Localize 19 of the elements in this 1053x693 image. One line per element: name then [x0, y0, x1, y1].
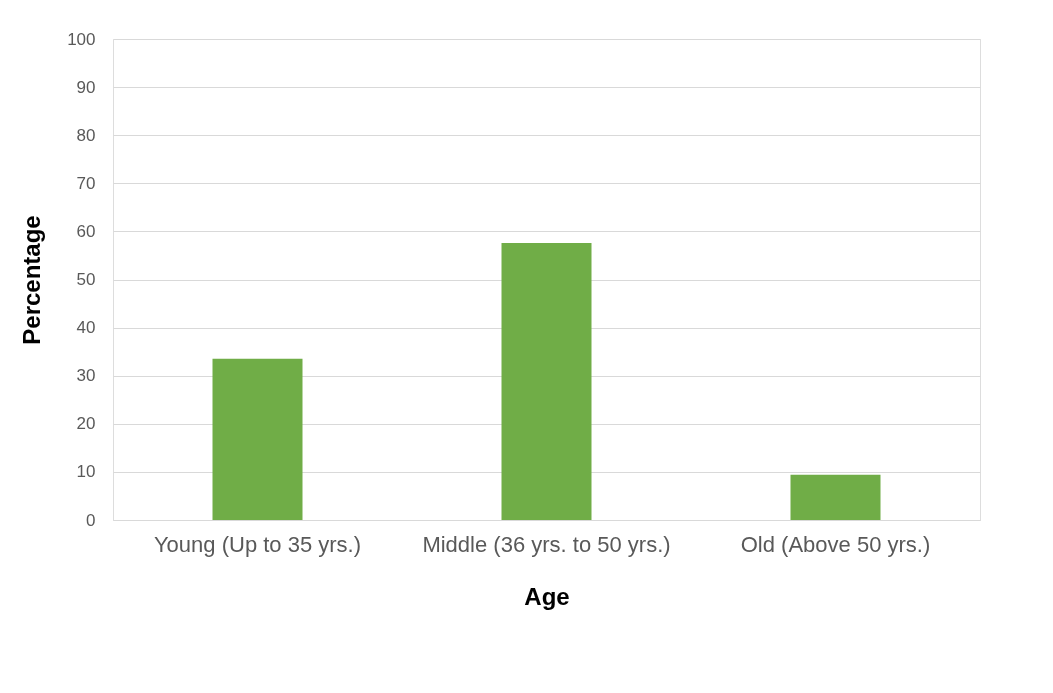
y-tick-label: 10 — [76, 462, 96, 482]
y-tick-label: 30 — [76, 366, 96, 386]
y-tick-label: 50 — [76, 270, 96, 289]
y-axis-title: Percentage — [18, 215, 46, 345]
y-tick-label: 80 — [76, 125, 96, 145]
y-tick-label: 20 — [76, 414, 96, 434]
x-axis-title: Age — [524, 582, 570, 610]
x-tick-label: Young (Up to 35 yrs.) — [153, 531, 362, 557]
y-tick-label: 40 — [76, 318, 96, 338]
y-tick-label: 60 — [76, 221, 96, 241]
y-tick-label: 70 — [76, 173, 96, 193]
x-tick-label: Middle (36 yrs. to 50 yrs.) — [422, 531, 671, 557]
bar — [501, 242, 592, 520]
bar — [790, 474, 881, 520]
y-tick-label: 90 — [76, 77, 96, 97]
y-tick-label: 0 — [86, 510, 96, 530]
y-tick-label: 100 — [67, 29, 96, 49]
x-tick-label: Old (Above 50 yrs.) — [740, 531, 931, 557]
bar — [212, 358, 303, 520]
